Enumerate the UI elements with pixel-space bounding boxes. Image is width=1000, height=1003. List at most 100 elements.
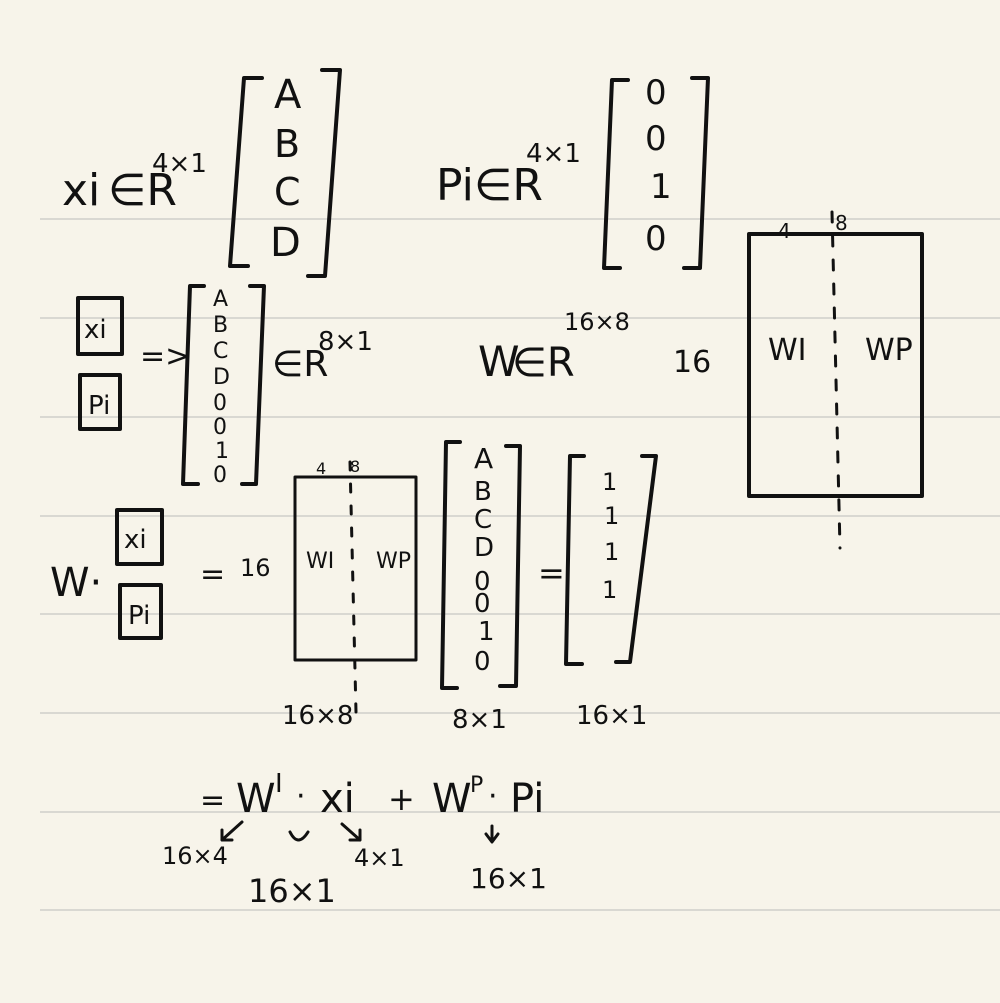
ruled-lines: [40, 218, 1000, 911]
implies-arrow: =>: [140, 339, 190, 374]
eq-p-box: [118, 583, 163, 640]
eq-matrix-col4: 4: [316, 459, 326, 478]
dec-ann-x-dim: 4×1: [354, 844, 405, 872]
big-matrix-frame: [747, 232, 924, 498]
eq-p-box-label: Pi: [128, 601, 150, 631]
concat-entry: A: [213, 287, 228, 312]
arrow-to-x-dim: [340, 822, 362, 842]
eq-result-entry: 1: [602, 468, 617, 496]
eq-result-entry: 1: [604, 502, 619, 530]
dec-term2-sup: P: [470, 773, 483, 798]
concat-entry: C: [213, 339, 228, 364]
concat-entry: 1: [215, 439, 229, 464]
dec-term1-dot: ·: [296, 779, 306, 814]
arrow-to-product-dim: [288, 830, 310, 842]
x-vector-entry: C: [274, 170, 301, 214]
x-vector: A B C D: [228, 68, 342, 278]
dec-ann-term2-dim: 16×1: [470, 862, 547, 895]
x-definition: xi ∈R 4×1: [62, 149, 207, 216]
dec-plus: +: [388, 780, 415, 818]
x-var: xi: [62, 165, 100, 216]
eq-vector-entry: 0: [474, 589, 491, 619]
dec-equals: =: [200, 783, 225, 818]
eq-dim-matrix: 16×8: [282, 701, 353, 731]
eq-vector-right-bracket: [498, 444, 522, 688]
stacked-input-boxes: xi Pi: [76, 296, 124, 431]
x-box-label: xi: [84, 315, 107, 345]
x-box: [76, 296, 124, 356]
p-vector-entry: 0: [645, 219, 667, 259]
x-vector-entry: A: [274, 72, 302, 118]
dec-ann-w-dim: 16×4: [162, 842, 228, 870]
eq-x-box-label: xi: [124, 525, 147, 555]
w-definition: W ∈R 16×8: [478, 308, 630, 386]
eq-vector-entry: 0: [474, 647, 491, 677]
concat-entry: 0: [213, 415, 227, 440]
concat-vector: A B C D 0 0 1 0: [181, 284, 266, 488]
big-w-matrix: 16 4 8 WI WP: [673, 210, 924, 550]
arrow-to-w-dim: [220, 820, 244, 842]
dec-ann-product-dim: 16×1: [248, 872, 336, 910]
big-matrix-divider: [830, 210, 842, 550]
dec-term1-w: W: [236, 776, 276, 822]
p-definition: Pi ∈R 4×1: [436, 139, 581, 211]
eq-matrix-divider: [348, 460, 358, 714]
w-dim: 16×8: [564, 308, 630, 336]
eq-matrix-right-block: WP: [376, 549, 411, 574]
dec-term2-w: W: [432, 776, 472, 822]
eq-matrix-left-block: WI: [306, 549, 334, 574]
p-vector-entry: 0: [645, 73, 667, 113]
concat-entry: B: [213, 313, 228, 338]
equation-lhs: W· xi Pi = 16: [50, 508, 271, 640]
x-in-symbol: ∈R: [108, 165, 177, 216]
eq-equals: =: [200, 557, 225, 592]
eq-vector-entry: C: [474, 505, 492, 535]
eq-vector-entry: 0: [474, 567, 491, 597]
p-dim: 4×1: [526, 139, 581, 169]
x-dim: 4×1: [152, 149, 207, 179]
decomposition: = W I · xi + W P · Pi 16×4 4×1 16×1 16×1: [162, 769, 547, 910]
eq-vector-left-bracket: [440, 440, 462, 690]
eq-x-box: [115, 508, 164, 566]
eq-vector-entry: D: [474, 533, 494, 563]
eq-dimension-labels: 16×8 8×1 16×1: [282, 701, 647, 735]
big-matrix-right-block: WP: [865, 333, 913, 368]
x-vector-left-bracket: [228, 76, 264, 268]
eq-result-equals: =: [538, 554, 565, 592]
big-matrix-rows-label: 16: [673, 345, 711, 380]
eq-result-entry: 1: [602, 576, 617, 604]
dec-term2-dot: ·: [488, 779, 498, 814]
p-box: [78, 373, 122, 431]
eq-vector-entry: B: [474, 477, 492, 507]
eq-matrix-col8: 8: [350, 457, 360, 476]
concat-left-bracket: [181, 284, 206, 486]
x-vector-entry: D: [270, 220, 301, 266]
p-in-symbol: ∈R: [474, 160, 543, 211]
p-vector-left-bracket: [602, 78, 630, 270]
big-matrix-left-block: WI: [768, 333, 807, 368]
p-vector-entry: 1: [650, 167, 672, 207]
eq-result-entry: 1: [604, 538, 619, 566]
concat-entry: 0: [213, 463, 227, 488]
concat-entry: 0: [213, 391, 227, 416]
big-matrix-col4: 4: [778, 219, 791, 243]
concat-in-symbol: ∈R: [272, 344, 328, 385]
concat-dim: 8×1: [318, 327, 373, 357]
eq-result-left-bracket: [564, 454, 586, 666]
p-box-label: Pi: [88, 391, 110, 421]
eq-vector-entry: A: [474, 442, 493, 475]
x-vector-entry: B: [274, 122, 300, 166]
concat-entry: D: [213, 365, 230, 390]
dec-term1-sup: I: [275, 769, 283, 799]
eq-result-vector: 1 1 1 1: [564, 454, 658, 666]
p-vector: 0 0 1 0: [602, 73, 710, 270]
concat-right-bracket: [240, 284, 266, 486]
p-vector-right-bracket: [682, 76, 710, 270]
p-vector-entry: 0: [645, 119, 667, 159]
eq-dim-result: 16×1: [576, 701, 647, 731]
w-var: W: [478, 337, 520, 386]
w-in-symbol: ∈R: [512, 340, 575, 386]
dec-term1-x: xi: [320, 776, 355, 822]
eq-vector: A B C D 0 0 1 0: [440, 440, 522, 690]
